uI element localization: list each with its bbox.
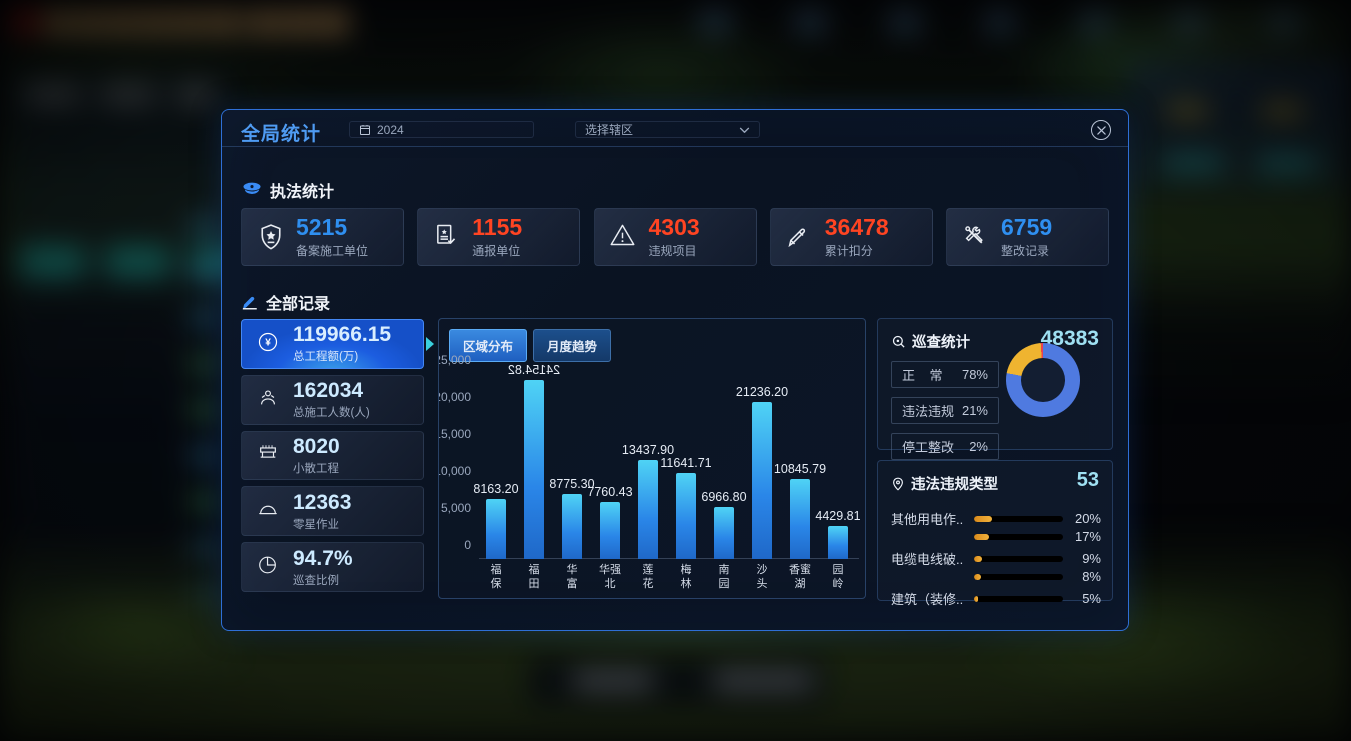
svg-text:¥: ¥ <box>265 338 271 349</box>
